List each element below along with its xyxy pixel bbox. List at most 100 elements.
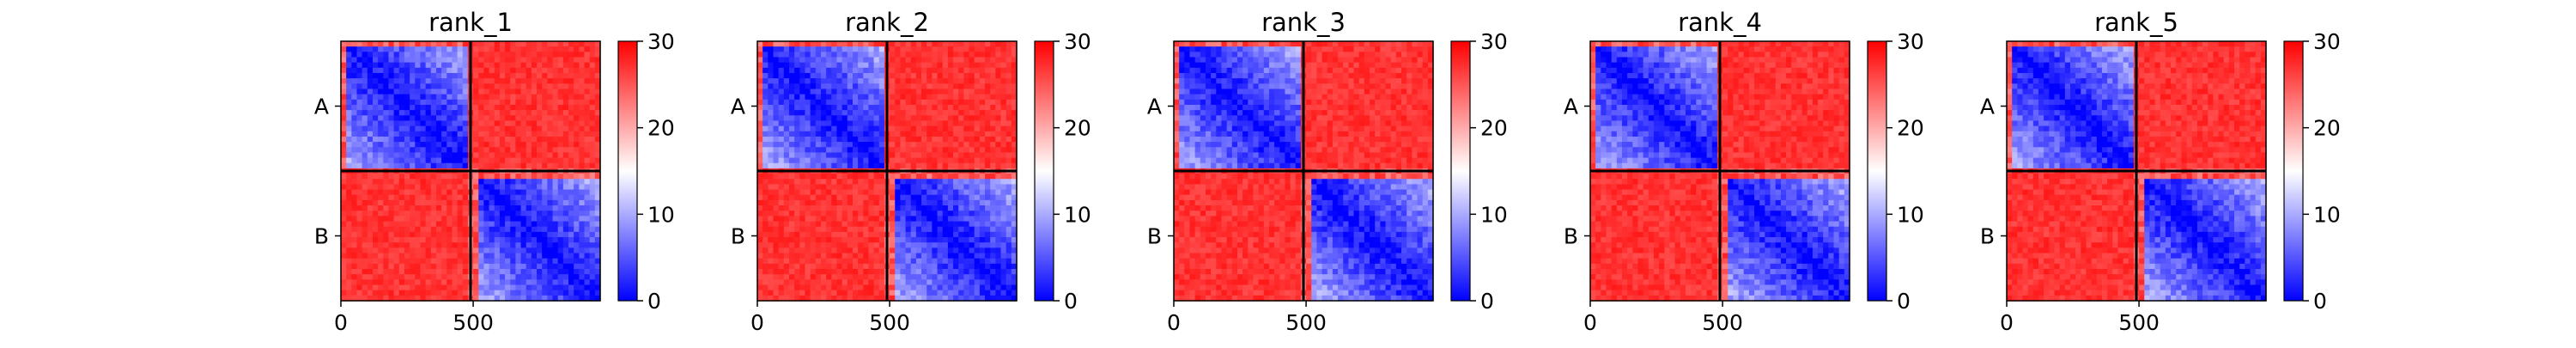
heatmap-cell [958,131,964,137]
heatmap-cell [811,279,817,285]
heatmap-cell [900,179,906,185]
heatmap-cell [895,95,901,101]
heatmap-cell [431,41,437,47]
heatmap-cell [921,57,927,63]
heatmap-cell [932,89,938,95]
heatmap-cell [388,232,394,238]
heatmap-cell [388,115,394,121]
heatmap-cell [863,89,869,95]
heatmap-cell [483,216,489,222]
heatmap-cell [452,158,458,164]
heatmap-cell [526,253,532,259]
heatmap-cell [1354,46,1360,52]
heatmap-cell [816,52,822,58]
heatmap-cell [368,163,374,169]
heatmap-cell [768,195,774,201]
heatmap-cell [1006,158,1012,164]
heatmap-cell [831,259,837,265]
heatmap-cell [890,83,896,89]
heatmap-cell [579,174,585,180]
heatmap-cell [906,253,912,259]
heatmap-cell [895,237,901,243]
heatmap-cell [1001,274,1007,280]
heatmap-cell [762,174,769,180]
heatmap-cell [431,269,437,275]
heatmap-cell [953,41,959,47]
heatmap-cell [495,100,501,106]
heatmap-cell [547,46,553,52]
heatmap-cell [927,211,933,217]
heatmap-cell [853,120,859,126]
heatmap-cell [441,232,447,238]
heatmap-cell [963,57,969,63]
heatmap-cell [784,222,790,228]
heatmap-cell [900,216,906,222]
y-tick-label: B [314,224,329,249]
heatmap-cell [953,57,959,63]
heatmap-cell [768,115,774,121]
heatmap-cell [426,195,432,201]
heatmap-cell [378,142,384,148]
heatmap-cell [958,216,964,222]
heatmap-cell [953,184,959,190]
heatmap-cell [362,247,368,253]
heatmap-cell [879,205,885,211]
heatmap-cell [985,227,991,233]
heatmap-cell [927,63,933,69]
heatmap-cell [383,131,389,137]
heatmap-cell [980,232,986,238]
heatmap-cell [799,126,805,132]
heatmap-cell [553,142,559,148]
heatmap-cell [816,152,822,158]
heatmap-cell [563,174,569,180]
heatmap-cell [537,52,543,58]
heatmap-cell [985,137,991,143]
heatmap-cell [826,174,832,180]
heatmap-cell [821,195,827,201]
heatmap-cell [458,274,464,280]
heatmap-cell [574,57,580,63]
heatmap-cell [458,105,464,111]
heatmap-cell [426,100,432,106]
heatmap-cell [985,184,991,190]
heatmap-cell [553,57,559,63]
heatmap-cell [553,73,559,79]
heatmap-cell [1006,247,1012,253]
heatmap-cell [863,232,869,238]
heatmap-cell [842,95,848,101]
heatmap-cell [943,285,949,291]
heatmap-cell [836,73,842,79]
heatmap-cell [483,222,489,228]
heatmap-cell [510,222,516,228]
heatmap-cell [585,227,591,233]
heatmap-cell [906,237,912,243]
heatmap-cell [563,57,569,63]
heatmap-cell [547,174,553,180]
heatmap-cell [478,285,484,291]
heatmap-cell [426,184,432,190]
heatmap-cell [542,279,548,285]
heatmap-cell [958,211,964,217]
heatmap-cell [447,290,453,296]
heatmap-cell [346,253,352,259]
heatmap-cell [426,264,432,270]
heatmap-cell [784,52,790,58]
heatmap-cell [542,115,548,121]
heatmap-cell [868,200,874,206]
heatmap-cell [863,41,869,47]
heatmap-cell [373,242,379,248]
heatmap-cell [563,216,569,222]
heatmap-cell [373,216,379,222]
heatmap-cell [906,41,912,47]
heatmap-cell [816,105,822,111]
heatmap-cell [975,100,981,106]
heatmap-cell [383,78,389,84]
heatmap-cell [863,131,869,137]
heatmap-cell [362,242,368,248]
heatmap-cell [906,63,912,69]
heatmap-cell [848,285,854,291]
heatmap-cell [383,200,389,206]
heatmap-cell [341,137,347,143]
heatmap-cell [351,253,357,259]
heatmap-cell [958,227,964,233]
